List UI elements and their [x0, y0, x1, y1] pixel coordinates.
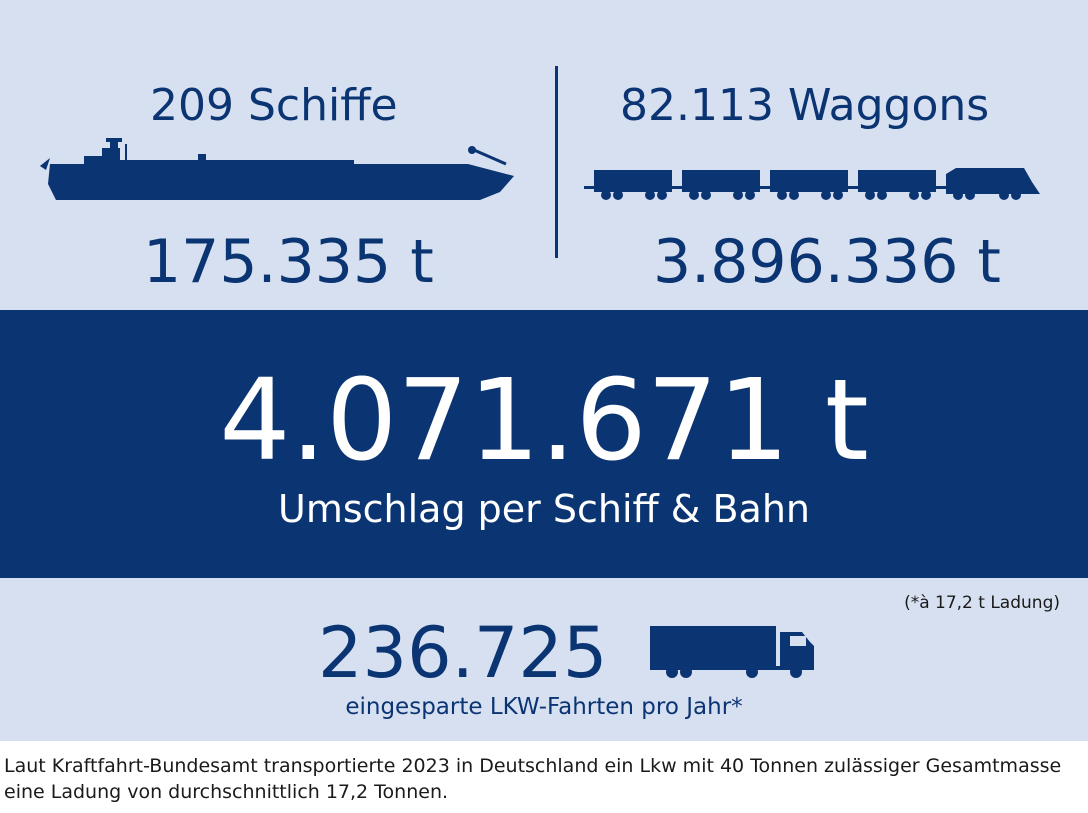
bottom-panel [0, 578, 1088, 741]
rail-tonnage: 3.896.336 t [653, 227, 1001, 297]
total-caption: Umschlag per Schiff & Bahn [278, 487, 810, 531]
total-value: 4.071.671 t [219, 356, 869, 486]
source-note: Laut Kraftfahrt-Bundesamt transportierte… [4, 755, 1062, 803]
ship-tonnage: 175.335 t [143, 227, 434, 297]
top-panel [0, 0, 1088, 310]
rail-count-label: 82.113 Waggons [620, 80, 990, 131]
ship-count-label: 209 Schiffe [150, 80, 398, 131]
ship-icon [40, 138, 514, 200]
footnote-marker: (*à 17,2 t Ladung) [904, 593, 1060, 613]
total-band [0, 310, 1088, 578]
truck-icon [650, 626, 814, 678]
truck-trips-value: 236.725 [318, 612, 608, 694]
train-icon [584, 168, 1040, 200]
truck-trips-caption: eingesparte LKW-Fahrten pro Jahr* [345, 694, 743, 720]
column-divider [555, 66, 558, 258]
